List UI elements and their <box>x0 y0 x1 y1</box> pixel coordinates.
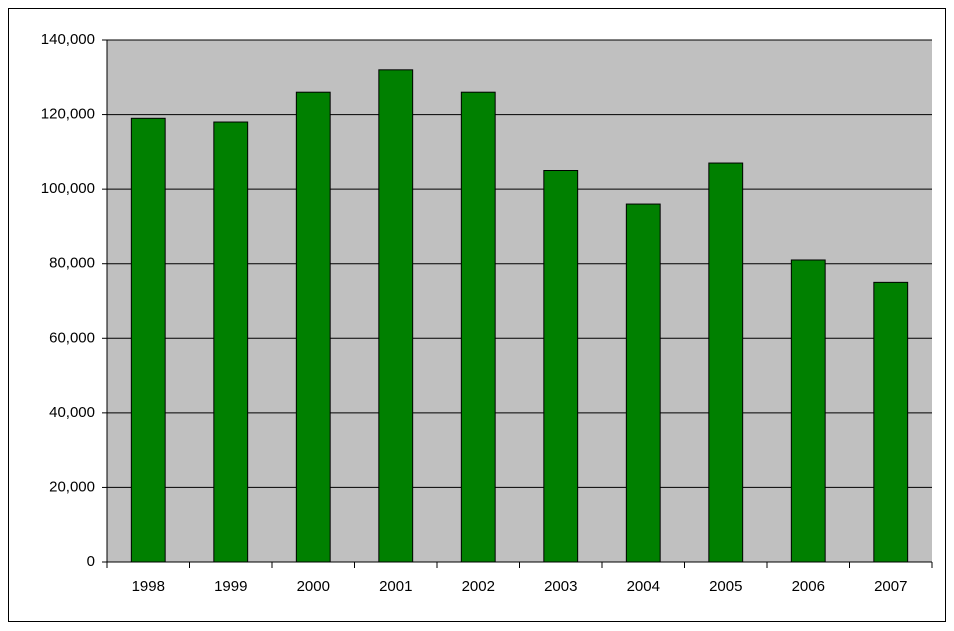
bar <box>625 203 661 563</box>
y-tick-label: 20,000 <box>49 478 95 495</box>
x-tick-label: 2002 <box>462 578 495 595</box>
bar <box>543 170 579 563</box>
x-tick-label: 2000 <box>297 578 330 595</box>
x-tick-label: 2001 <box>379 578 412 595</box>
y-tick-label: 0 <box>87 553 95 570</box>
y-tick-label: 140,000 <box>41 31 95 48</box>
x-tick-label: 2007 <box>874 578 907 595</box>
bar <box>790 259 826 563</box>
x-tick-label: 1999 <box>214 578 247 595</box>
x-tick-label: 2006 <box>792 578 825 595</box>
x-tick-label: 1998 <box>132 578 165 595</box>
x-tick-label: 2004 <box>627 578 660 595</box>
bar <box>873 281 909 563</box>
y-tick-label: 120,000 <box>41 106 95 123</box>
y-tick-label: 100,000 <box>41 180 95 197</box>
x-tick-label: 2003 <box>544 578 577 595</box>
x-tick-label: 2005 <box>709 578 742 595</box>
bar <box>460 91 496 563</box>
y-tick-label: 80,000 <box>49 255 95 272</box>
bar <box>295 91 331 563</box>
y-tick-label: 60,000 <box>49 329 95 346</box>
bar <box>378 69 414 563</box>
bar <box>213 121 249 563</box>
bar <box>708 162 744 563</box>
y-tick-label: 40,000 <box>49 404 95 421</box>
bar <box>130 117 166 563</box>
